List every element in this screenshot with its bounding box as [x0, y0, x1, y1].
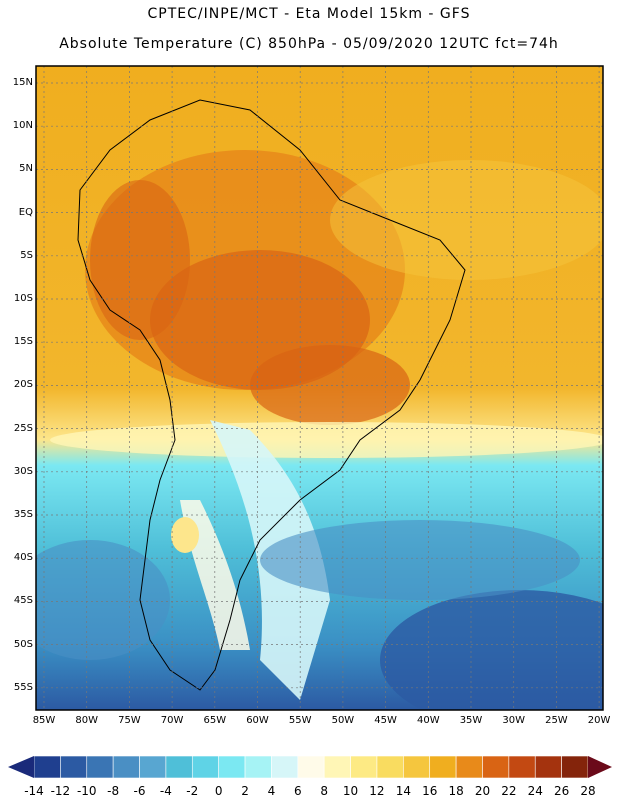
- lon-label: 65W: [203, 715, 227, 726]
- map-frame: [35, 65, 604, 711]
- colorbar-swatch: [244, 755, 272, 779]
- colorbar-swatch: [139, 755, 167, 779]
- colorbar-over-arrow: [588, 756, 612, 778]
- lat-label: 55S: [13, 681, 33, 693]
- lon-label: 25W: [545, 715, 568, 726]
- colorbar-label: -6: [133, 784, 146, 798]
- colorbar-label: 4: [267, 784, 276, 798]
- lon-label: 75W: [118, 715, 141, 726]
- colorbar-label: 26: [553, 784, 570, 798]
- lat-label: 10N: [12, 120, 33, 132]
- lat-label: 5S: [20, 249, 33, 261]
- lat-label: 45S: [13, 595, 33, 607]
- lat-label: 20S: [13, 379, 33, 391]
- colorbar-label: -8: [107, 784, 120, 798]
- colorbar-under-arrow: [8, 756, 34, 778]
- lat-label: 35S: [13, 509, 33, 520]
- colorbar-label: -4: [159, 784, 172, 798]
- lon-label: 80W: [75, 715, 98, 726]
- lat-label: 30S: [13, 465, 33, 477]
- lon-label: 60W: [246, 715, 269, 726]
- colorbar-swatch: [482, 755, 510, 779]
- colorbar-swatch: [271, 755, 299, 779]
- lon-label: 50W: [331, 715, 355, 726]
- colorbar-swatch: [218, 755, 246, 779]
- colorbar-label: -10: [76, 784, 97, 798]
- colorbar-label: 6: [293, 784, 302, 798]
- lat-label: 25S: [13, 422, 33, 434]
- colorbar-swatch: [323, 755, 351, 779]
- colorbar-label: 18: [448, 784, 464, 798]
- colorbar-swatch: [297, 755, 325, 779]
- south-america-outline: [77, 99, 466, 691]
- colorbar-label: 8: [320, 784, 328, 798]
- map-title: CPTEC/INPE/MCT - Eta Model 15km - GFS: [147, 6, 471, 22]
- colorbar-swatch: [86, 755, 114, 779]
- lon-label: 70W: [160, 715, 184, 726]
- colorbar-swatch: [191, 755, 219, 779]
- lon-label: 30W: [502, 715, 525, 726]
- colorbar-swatch: [455, 755, 483, 779]
- lon-label: 40W: [416, 715, 440, 726]
- colorbar-swatch: [376, 755, 404, 779]
- colorbar-swatch: [508, 755, 536, 779]
- lat-label: 50S: [13, 638, 33, 650]
- lat-label: EQ: [18, 206, 33, 218]
- colorbar-swatch: [403, 755, 431, 779]
- colorbar-label: 16: [422, 784, 438, 798]
- colorbar-swatch: [561, 755, 589, 779]
- lon-label: 85W: [32, 715, 56, 726]
- colorbar-swatch: [60, 755, 88, 779]
- lon-label: 35W: [459, 715, 483, 726]
- colorbar-label: 10: [342, 784, 359, 798]
- colorbar-swatch: [429, 755, 457, 779]
- lat-label: 15N: [12, 77, 33, 88]
- colorbar-swatch: [112, 755, 140, 779]
- colorbar-label: 14: [395, 784, 411, 798]
- colorbar-label: 24: [527, 784, 543, 798]
- colorbar-label: -2: [186, 784, 199, 798]
- colorbar-swatch: [165, 755, 193, 779]
- colorbar-label: -12: [50, 784, 71, 798]
- graticule: [36, 66, 603, 710]
- colorbar-label: -14: [24, 784, 44, 798]
- colorbar-swatch: [534, 755, 562, 779]
- colorbar: [8, 755, 612, 779]
- lat-label: 40S: [13, 552, 33, 564]
- colorbar-label: 0: [214, 784, 223, 798]
- lon-label: 45W: [374, 715, 397, 726]
- lat-label: 15S: [13, 336, 33, 348]
- colorbar-swatch: [33, 755, 61, 779]
- colorbar-label: 20: [474, 784, 491, 798]
- colorbar-label: 28: [580, 784, 596, 798]
- map-subtitle: Absolute Temperature (C) 850hPa - 05/09/…: [59, 36, 559, 52]
- lon-label: 20W: [587, 715, 611, 726]
- temperature-field: [36, 66, 603, 710]
- colorbar-label: 12: [369, 784, 385, 798]
- lat-label: 5N: [19, 163, 33, 175]
- lat-label: 10S: [13, 293, 33, 304]
- colorbar-label: 22: [501, 784, 517, 798]
- colorbar-label: 2: [241, 784, 249, 798]
- colorbar-swatch: [350, 755, 378, 779]
- lon-label: 55W: [288, 715, 312, 726]
